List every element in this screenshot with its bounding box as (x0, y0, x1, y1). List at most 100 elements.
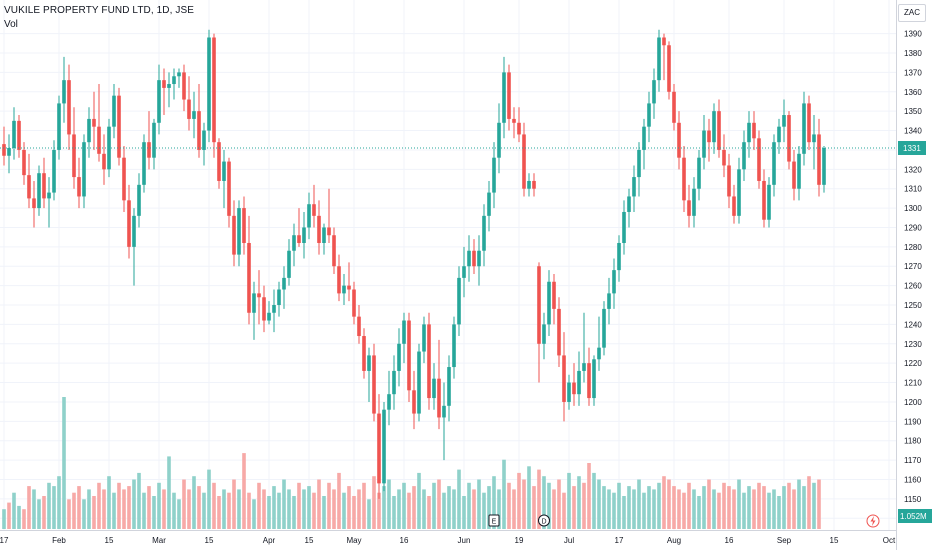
candle-body (617, 242, 621, 271)
candle-body (432, 378, 436, 399)
candle-body (677, 122, 681, 158)
candle-body (782, 115, 786, 127)
candle-body (197, 111, 201, 150)
volume-bar (742, 492, 746, 529)
candle-body (502, 72, 506, 123)
volume-bar (412, 486, 416, 529)
candle-body (582, 363, 586, 371)
candle-body (587, 363, 591, 399)
candle-body (612, 270, 616, 294)
event-marker-label: E (492, 519, 497, 526)
candle-body (402, 320, 406, 344)
candle-body (592, 359, 596, 399)
candle-body (562, 355, 566, 402)
volume-bar (272, 486, 276, 529)
volume-bar (417, 472, 421, 529)
time-tick-label: 17 (0, 536, 9, 545)
volume-bar (587, 463, 591, 529)
volume-bar (237, 489, 241, 529)
candle-body (452, 324, 456, 368)
candle-body (407, 320, 411, 391)
volume-indicator-label[interactable]: Vol (4, 19, 18, 30)
price-tick-label: 1220 (904, 359, 922, 368)
candle-body (747, 122, 751, 143)
currency-label[interactable]: ZAC (898, 4, 926, 22)
candle-body (97, 126, 101, 154)
candle-body (822, 148, 826, 185)
candle-body (767, 184, 771, 220)
candle-body (437, 378, 441, 418)
candle-body (22, 149, 26, 176)
volume-bar (557, 479, 561, 529)
volume-bar (517, 472, 521, 529)
volume-bar (132, 479, 136, 529)
volume-bar (377, 492, 381, 529)
volume-bar (752, 489, 756, 529)
candle-body (467, 250, 471, 267)
volume-bar (792, 489, 796, 529)
candle-body (622, 211, 626, 243)
candle-body (327, 227, 331, 236)
candle-body (527, 180, 531, 189)
volume-bar (172, 492, 176, 529)
candle-body (102, 153, 106, 170)
volume-bar (497, 489, 501, 529)
volume-bar (477, 479, 481, 529)
candle-body (412, 390, 416, 414)
volume-bar (242, 453, 246, 529)
candle-body (297, 235, 301, 243)
candle-body (657, 37, 661, 81)
volume-bar (547, 482, 551, 529)
volume-bar (342, 492, 346, 529)
candle-body (772, 142, 776, 185)
volume-bar (652, 489, 656, 529)
volume-bar (367, 499, 371, 529)
candle-body (237, 208, 241, 255)
candle-body (602, 308, 606, 348)
volume-bar (92, 496, 96, 529)
volume-bar (302, 489, 306, 529)
flash-icon-bolt (870, 516, 876, 526)
candle-body (77, 177, 81, 197)
volume-bar (622, 496, 626, 529)
volume-bar (562, 492, 566, 529)
candle-body (67, 80, 71, 135)
candle-body (367, 355, 371, 371)
volume-bar (282, 479, 286, 529)
candle-body (687, 200, 691, 216)
candle-body (7, 148, 11, 156)
price-tick-label: 1320 (904, 165, 922, 174)
time-tick-label: 16 (400, 536, 409, 545)
volume-bar (192, 476, 196, 529)
volume-bar (17, 505, 21, 529)
candle-body (247, 242, 251, 313)
volume-bar (117, 482, 121, 529)
volume-bar (452, 489, 456, 529)
candle-body (242, 208, 246, 243)
volume-value: 1.052M (900, 512, 927, 521)
candle-body (697, 157, 701, 189)
time-tick-label: 16 (725, 536, 734, 545)
candle-body (707, 130, 711, 143)
volume-bar (492, 476, 496, 529)
volume-bar (582, 482, 586, 529)
candle-body (137, 184, 141, 216)
symbol-title[interactable]: VUKILE PROPERTY FUND LTD, 1D, JSE (4, 5, 195, 16)
volume-bar (362, 482, 366, 529)
candle-body (477, 250, 481, 267)
price-tick-label: 1240 (904, 320, 922, 329)
volume-bar (757, 482, 761, 529)
volume-bar (522, 479, 526, 529)
volume-bar (392, 496, 396, 529)
price-tick-label: 1370 (904, 68, 922, 77)
volume-bar (52, 486, 56, 529)
candle-body (422, 324, 426, 352)
volume-bar (297, 482, 301, 529)
volume-bar (702, 486, 706, 529)
volume-bar (642, 492, 646, 529)
volume-bar (572, 486, 576, 529)
candle-body (177, 72, 181, 77)
volume-bar (232, 479, 236, 529)
volume-bar (542, 476, 546, 529)
